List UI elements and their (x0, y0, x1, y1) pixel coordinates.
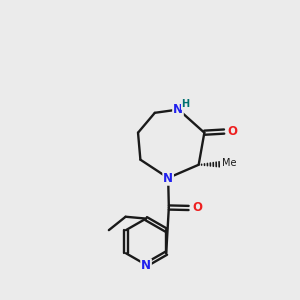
Text: O: O (227, 125, 237, 138)
Text: H: H (182, 99, 190, 110)
Text: N: N (163, 172, 173, 185)
Text: N: N (141, 259, 151, 272)
Text: N: N (173, 103, 183, 116)
Text: Me: Me (222, 158, 237, 168)
Text: O: O (192, 202, 202, 214)
